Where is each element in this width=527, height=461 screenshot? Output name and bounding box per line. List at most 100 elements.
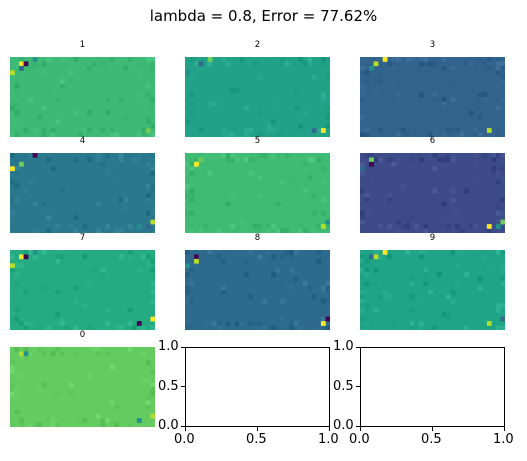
heatmap-cell — [239, 250, 245, 255]
heatmap-cell — [68, 70, 74, 76]
heatmap-cell — [145, 395, 151, 401]
heatmap-cell — [266, 228, 272, 233]
heatmap-cell — [275, 132, 281, 137]
heatmap-cell — [364, 179, 370, 185]
heatmap-cell — [243, 258, 249, 264]
heatmap-cell — [316, 250, 322, 255]
heatmap-cell — [293, 276, 299, 282]
heatmap-cell — [55, 321, 61, 326]
heatmap-cell — [387, 193, 393, 198]
heatmap-cell — [293, 57, 299, 62]
heatmap-cell — [100, 128, 106, 133]
heatmap-cell — [28, 422, 33, 427]
heatmap-cell — [118, 97, 124, 102]
heatmap-cell — [212, 157, 218, 163]
heatmap-cell — [68, 79, 74, 84]
heatmap-cell — [10, 254, 15, 260]
heatmap-cell — [446, 153, 451, 158]
heatmap-cell-accent — [185, 263, 190, 269]
heatmap-cell — [150, 369, 155, 374]
heatmap-cell — [293, 157, 299, 163]
heatmap-cell — [28, 351, 33, 357]
heatmap-cell — [280, 179, 285, 185]
heatmap-cell — [495, 153, 501, 158]
heatmap-cell — [230, 321, 236, 326]
heatmap-cell — [212, 325, 218, 330]
heatmap-cell — [91, 267, 97, 273]
heatmap-panel-3 — [360, 57, 505, 137]
heatmap-cell — [87, 57, 92, 62]
heatmap-cell — [409, 307, 415, 313]
heatmap-cell-accent — [136, 418, 142, 423]
heatmap-cell — [141, 128, 147, 133]
heatmap-cell — [495, 303, 501, 309]
heatmap-cell — [418, 157, 424, 163]
heatmap-cell — [293, 88, 299, 93]
heatmap-cell — [150, 57, 155, 62]
heatmap-cell — [145, 114, 151, 120]
heatmap-cell — [221, 57, 227, 62]
heatmap-cell — [325, 132, 330, 137]
heatmap-cell — [100, 418, 106, 423]
heatmap-cell — [495, 201, 501, 207]
heatmap-cell — [491, 132, 497, 137]
heatmap-cell — [14, 184, 20, 189]
heatmap-cell — [360, 267, 365, 273]
heatmap-cell — [280, 298, 285, 304]
heatmap-cell — [132, 347, 138, 352]
heatmap-cell — [455, 132, 460, 137]
x-tick — [503, 427, 505, 431]
heatmap-cell — [123, 197, 129, 203]
heatmap-cell-accent — [486, 128, 492, 133]
heatmap-cell — [55, 422, 61, 427]
heatmap-cell — [378, 294, 383, 300]
heatmap-cell — [114, 422, 120, 427]
heatmap-cell — [325, 325, 330, 330]
heatmap-cell — [145, 57, 151, 62]
heatmap-cell — [360, 161, 365, 167]
heatmap-cell — [145, 161, 151, 167]
heatmap-cell — [207, 61, 213, 67]
heatmap-cell-accent — [325, 219, 330, 225]
heatmap-cell — [221, 153, 227, 158]
heatmap-cell — [46, 92, 52, 98]
heatmap-cell — [275, 101, 281, 107]
heatmap-cell — [189, 193, 195, 198]
heatmap-cell — [55, 224, 61, 229]
heatmap-cell — [311, 74, 317, 80]
heatmap-2 — [185, 57, 330, 137]
heatmap-cell — [400, 224, 406, 229]
heatmap-cell — [145, 360, 151, 366]
heatmap-cell — [360, 210, 365, 216]
heatmap-cell — [14, 387, 20, 392]
heatmap-cell — [266, 157, 272, 163]
heatmap-cell — [280, 128, 285, 133]
x-tick — [184, 427, 186, 431]
heatmap-cell — [325, 114, 330, 120]
heatmap-cell — [325, 285, 330, 291]
heatmap-cell — [491, 170, 497, 176]
heatmap-cell — [207, 325, 213, 330]
heatmap-cell — [189, 157, 195, 163]
heatmap-cell — [473, 153, 479, 158]
heatmap-cell — [127, 250, 133, 255]
heatmap-cell — [495, 325, 501, 330]
heatmap-6 — [360, 153, 505, 233]
heatmap-cell — [500, 321, 505, 326]
heatmap-cell — [203, 250, 208, 255]
heatmap-cell — [320, 197, 326, 203]
heatmap-cell — [59, 254, 65, 260]
heatmap-cell — [136, 267, 142, 273]
heatmap-cell — [432, 97, 438, 102]
heatmap-cell — [87, 325, 92, 330]
heatmap-cell — [257, 254, 263, 260]
heatmap-cell — [364, 70, 370, 76]
heatmap-cell — [378, 157, 383, 163]
heatmap-cell-accent — [19, 65, 24, 71]
heatmap-cell — [414, 224, 420, 229]
heatmap-cell — [82, 224, 88, 229]
heatmap-cell — [91, 61, 97, 67]
heatmap-cell — [360, 263, 365, 269]
heatmap-cell — [73, 215, 79, 220]
heatmap-cell — [73, 110, 79, 116]
